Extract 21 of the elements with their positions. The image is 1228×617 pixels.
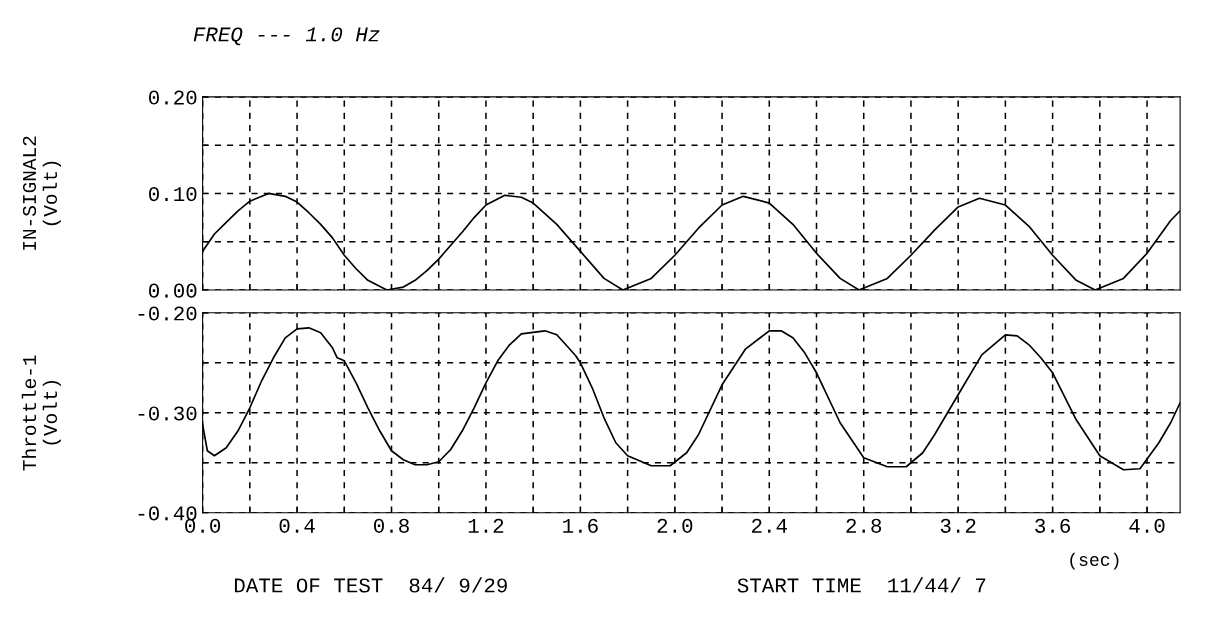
y-tick-label: 0.20	[149, 90, 197, 105]
y-tick-label: -0.20	[138, 306, 197, 321]
text: DATE OF TEST 84/ 9/29	[234, 577, 507, 593]
y-tick-label: 0.00	[149, 283, 197, 298]
chart-title: FREQ --- 1.0 Hz	[193, 27, 380, 46]
y-axis-title: IN-SIGNAL2 (Volt)	[22, 136, 61, 250]
text: START TIME 11/44/ 7	[737, 577, 986, 593]
x-tick-label: 0.8	[374, 518, 409, 533]
x-tick-label: 1.2	[468, 518, 504, 533]
x-axis-title: (sec)	[1070, 552, 1119, 570]
x-tick-label: 4.0	[1129, 518, 1165, 533]
y-tick-label: 0.10	[149, 187, 197, 202]
x-tick-label: 0.4	[279, 518, 315, 533]
y-axis-title: Throttle-1 (Volt)	[21, 355, 61, 471]
y-tick-label: -0.30	[138, 406, 197, 421]
x-tick-label: 2.4	[751, 518, 787, 533]
x-tick-label: 2.0	[657, 518, 693, 533]
x-tick-label: 3.6	[1035, 518, 1071, 533]
x-tick-label: 3.2	[940, 518, 976, 533]
x-tick-label: 1.6	[563, 518, 598, 533]
x-tick-label: 2.8	[846, 518, 882, 533]
